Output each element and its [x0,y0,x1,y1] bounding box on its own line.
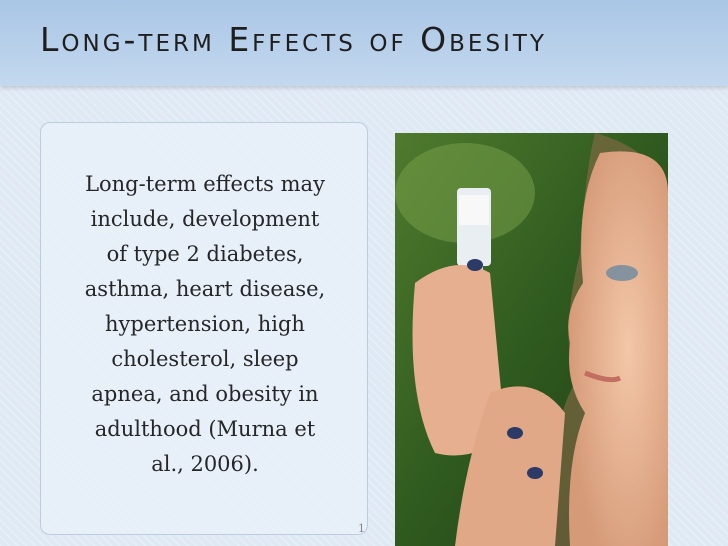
body-line: include, development [90,207,320,231]
body-line: apnea, and obesity in [91,382,319,406]
body-line: of type 2 diabetes, [106,242,304,266]
body-line: asthma, heart disease, [84,277,326,301]
body-line: al., 2006). [151,452,259,476]
body-line: hypertension, high [105,312,305,336]
body-line: cholesterol, sleep [111,347,299,371]
slide-number: 1 [358,522,365,535]
text-box: Long-term effects may include, developmen… [40,122,368,535]
title-band [0,0,728,86]
body-line: Long-term effects may [85,172,325,196]
body-text: Long-term effects may include, developmen… [41,167,369,482]
body-line: adulthood (Murna et [94,417,316,441]
photo [395,133,668,546]
slide-title: Long-term Effects of Obesity [40,20,547,59]
